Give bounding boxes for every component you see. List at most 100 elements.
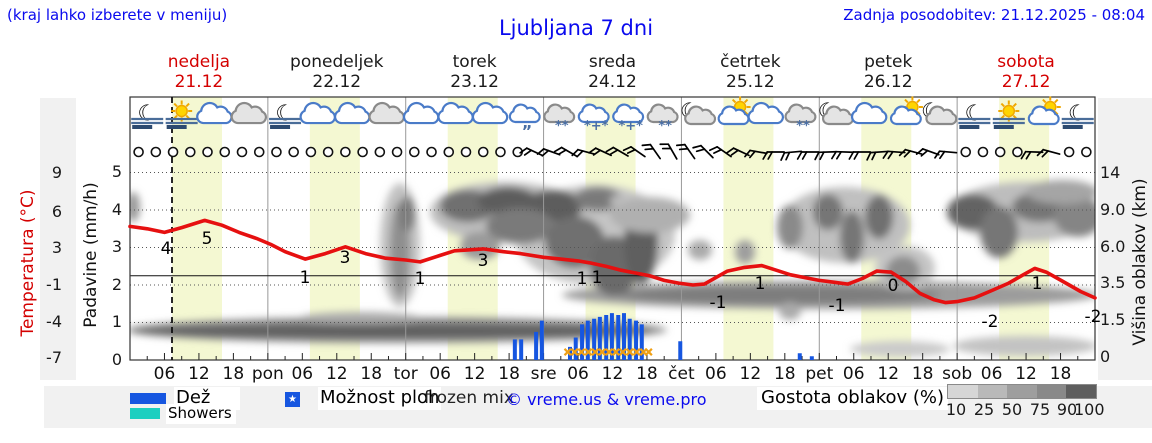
day-date: 25.12 (726, 72, 775, 92)
precipitation-tick: 4 (111, 200, 122, 219)
x-hour-label: 06 (291, 364, 314, 384)
sun-icon (171, 100, 193, 122)
wind-calm-icon (426, 146, 437, 158)
wind-calm-icon (202, 146, 213, 158)
temperature-tick: -4 (46, 312, 62, 331)
weather-icon: ** (784, 103, 817, 134)
drizzle-icon: „ (522, 113, 533, 132)
x-day-label: pon (251, 364, 284, 384)
wind-calm-icon (288, 146, 299, 158)
rain-bar (797, 353, 802, 360)
x-hour-label: 06 (429, 364, 451, 384)
wind-calm-icon (443, 146, 455, 158)
wind-calm-icon (391, 146, 403, 158)
temperature-value-label: 0 (888, 276, 899, 296)
precipitation-tick: 2 (111, 275, 122, 294)
rain-bar (809, 356, 814, 360)
weather-icon (992, 100, 1025, 129)
wind-calm-icon (460, 146, 472, 158)
moon-icon: ☾ (964, 102, 984, 127)
cloud-icon (850, 101, 888, 125)
wind-barb-icon (571, 148, 596, 158)
cloud-density-label: Gostota oblakov (%) (757, 387, 949, 410)
day-name: torek (452, 52, 497, 72)
daylight-band (723, 97, 774, 360)
temperature-value-label: 1 (1032, 274, 1043, 294)
x-hour-label: 18 (911, 364, 934, 384)
rain-bar (678, 341, 683, 360)
rain-bar (580, 324, 585, 360)
weather-icon: ☾ (818, 100, 854, 126)
grey-cloud-icon (684, 105, 717, 126)
wind-barb-icon (536, 148, 561, 157)
x-hour-label: 06 (842, 364, 865, 384)
day-date: 27.12 (1001, 72, 1051, 92)
weather-icon: ** (646, 103, 679, 134)
weather-icon (471, 101, 509, 125)
wind-barb-icon (519, 147, 544, 157)
showers-legend-label: Showers (166, 404, 236, 424)
cloud-icon (612, 103, 645, 124)
temperature-value-label: 3 (478, 251, 489, 271)
density-tick-label: 10 (945, 400, 967, 419)
day-name: ponedeljek (290, 52, 384, 72)
x-hour-label: 12 (601, 364, 624, 384)
weather-icon: ** (543, 103, 576, 134)
wind-barb-icon (934, 150, 958, 160)
density-tick-label: 75 (1029, 400, 1051, 419)
weather-icon (402, 101, 440, 125)
snowmix-icon: *+* (618, 119, 643, 134)
density-segment (1066, 385, 1097, 398)
wind-barb-icon (659, 143, 678, 160)
weather-icon: ☾ (269, 102, 302, 129)
day-name: četrtek (720, 52, 781, 72)
temperature-value-label: -2 (982, 312, 999, 332)
wind-calm-icon (1063, 146, 1075, 158)
frozen-mix-marker (577, 348, 586, 356)
weather-icon (230, 101, 268, 125)
day-header: ponedeljek 22.12 (268, 52, 406, 92)
x-hour-label: 12 (1015, 364, 1037, 384)
weather-icon (196, 101, 233, 125)
x-hour-label: 06 (153, 364, 176, 384)
wind-calm-icon (322, 146, 334, 158)
cloud-blob (980, 206, 1018, 258)
wind-calm-icon (184, 146, 196, 158)
cloud-blob (777, 205, 803, 249)
cloud-icon (402, 101, 440, 125)
weather-icon (747, 101, 784, 125)
day-name: sreda (588, 52, 637, 72)
wind-barb-icon (1036, 148, 1061, 158)
wind-barb-icon (675, 143, 696, 160)
rain-legend-swatch (130, 393, 166, 404)
moon-icon: ☾ (137, 102, 157, 127)
cloud-blob (953, 336, 1095, 356)
precipitation-tick: 1 (111, 312, 122, 331)
wind-calm-icon (340, 146, 351, 158)
wind-calm-icon (994, 146, 1006, 158)
wind-barb-icon (915, 148, 940, 157)
rain-bar (616, 315, 621, 360)
fog-icon (269, 117, 302, 129)
cloud-height-tick: 14 (1100, 163, 1121, 182)
x-day-label: sre (530, 364, 557, 384)
cloud-height-tick: 3.5 (1100, 273, 1126, 292)
fog-icon (165, 117, 198, 129)
wind-barb-icon (744, 149, 768, 159)
cloud-icon (1027, 105, 1060, 126)
wind-calm-icon (357, 146, 368, 158)
day-header: sreda 24.12 (544, 52, 682, 92)
rain-bar (512, 339, 517, 360)
rain-bar (597, 316, 602, 360)
wind-barb-icon (814, 150, 837, 161)
copyright-link[interactable]: © vreme.us & vreme.pro (506, 390, 707, 409)
wind-calm-icon (150, 146, 162, 158)
x-hour-label: 06 (567, 364, 589, 384)
day-date: 21.12 (174, 72, 224, 92)
grey-cloud-icon (230, 101, 268, 125)
wind-calm-icon (253, 146, 265, 158)
density-tick-label: 25 (973, 400, 995, 419)
density-tick-label: 100 (1074, 400, 1105, 419)
rain-bar (519, 339, 524, 360)
x-hour-label: 18 (773, 364, 796, 384)
